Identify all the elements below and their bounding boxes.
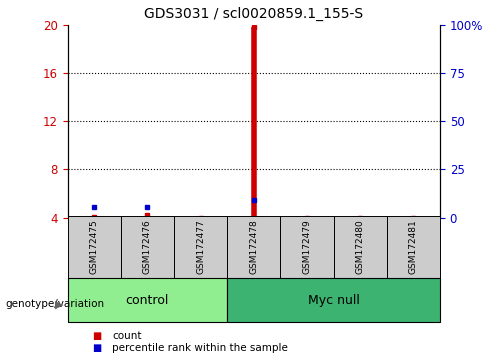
Text: control: control (126, 293, 169, 307)
Text: GSM172478: GSM172478 (249, 219, 258, 274)
Text: GSM172481: GSM172481 (409, 219, 418, 274)
Text: GSM172479: GSM172479 (302, 219, 312, 274)
Text: GSM172476: GSM172476 (143, 219, 152, 274)
Bar (227, 278, 440, 322)
Text: ■: ■ (92, 343, 102, 353)
Bar (387, 216, 440, 278)
Bar (68, 278, 227, 322)
Bar (227, 216, 280, 278)
Text: Myc null: Myc null (308, 293, 360, 307)
Bar (120, 216, 174, 278)
Bar (174, 216, 227, 278)
Bar (280, 216, 334, 278)
Bar (334, 216, 387, 278)
Text: count: count (112, 331, 142, 341)
Text: percentile rank within the sample: percentile rank within the sample (112, 343, 288, 353)
Text: ▶: ▶ (55, 299, 64, 309)
Text: GSM172475: GSM172475 (90, 219, 98, 274)
Text: ■: ■ (92, 331, 102, 341)
Text: GSM172477: GSM172477 (196, 219, 205, 274)
Text: genotype/variation: genotype/variation (5, 299, 104, 309)
Text: GSM172480: GSM172480 (356, 219, 364, 274)
Title: GDS3031 / scl0020859.1_155-S: GDS3031 / scl0020859.1_155-S (144, 7, 364, 21)
Bar (68, 216, 120, 278)
